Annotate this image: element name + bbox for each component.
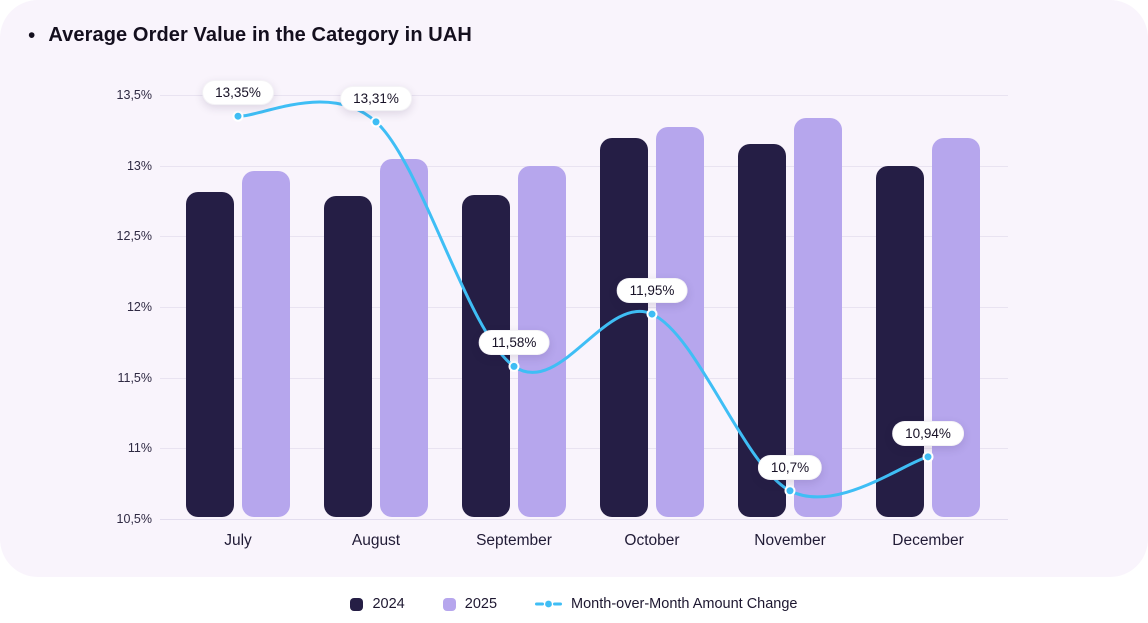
trend-point-august[interactable] [370, 116, 382, 128]
bar-2025-july[interactable] [242, 170, 290, 517]
legend-swatch-2024 [350, 597, 364, 611]
y-axis-tick-label: 13,5% [116, 88, 152, 102]
value-tooltip-november: 10,7% [757, 454, 823, 480]
dashed-line-icon [535, 600, 563, 608]
y-axis-tick-label: 11% [127, 441, 152, 456]
bar-2025-august[interactable] [380, 159, 428, 517]
gridline [160, 519, 1008, 520]
y-axis-tick-label: 12,5% [116, 229, 152, 244]
y-axis-tick-label: 12% [126, 300, 152, 314]
y-axis-tick-label: 11,5% [117, 370, 152, 385]
chart-title: Average Order Value in the Category in U… [48, 24, 472, 46]
gridline [160, 95, 1008, 96]
value-tooltip-october: 11,95% [616, 278, 688, 304]
legend-label-line: Month-over-Month Amount Change [571, 596, 798, 612]
x-axis-month-label: November [754, 532, 826, 549]
y-axis-tick-label: 13% [126, 158, 152, 173]
chart-title-row: • Average Order Value in the Category in… [28, 24, 472, 47]
x-axis-month-label: December [892, 532, 964, 549]
bar-2024-july[interactable] [186, 191, 234, 517]
legend-label-2025: 2025 [464, 596, 498, 612]
bar-2024-october[interactable] [600, 138, 648, 517]
value-tooltip-december: 10,94% [892, 420, 964, 446]
value-tooltip-august: 13,31% [340, 85, 412, 111]
title-bullet-icon: • [28, 24, 36, 47]
legend-label-2024: 2024 [372, 596, 405, 612]
x-axis-month-label: October [624, 532, 680, 549]
trend-point-july[interactable] [232, 110, 244, 122]
x-axis-month-label: August [351, 532, 401, 549]
legend-item-line[interactable]: Month-over-Month Amount Change [535, 596, 798, 612]
legend-item-2024[interactable]: 2024 [350, 596, 405, 612]
y-axis-tick-label: 10,5% [116, 512, 152, 526]
x-axis-month-label: July [224, 532, 252, 549]
value-tooltip-september: 11,58% [478, 330, 550, 356]
x-axis-month-label: September [476, 532, 552, 549]
bar-2024-december[interactable] [876, 166, 924, 517]
bar-2025-december[interactable] [932, 138, 980, 517]
bar-2025-october[interactable] [656, 126, 704, 517]
value-tooltip-july: 13,35% [202, 80, 274, 106]
legend-item-2025[interactable]: 2025 [442, 596, 498, 612]
legend-swatch-2025 [442, 597, 456, 611]
chart-card: • Average Order Value in the Category in… [0, 0, 1148, 577]
gridline [160, 165, 1008, 167]
bar-2024-september[interactable] [462, 194, 510, 517]
bar-2024-august[interactable] [324, 196, 372, 517]
chart-legend: 2024 2025 Month-over-Month Amount Change [0, 596, 1148, 612]
